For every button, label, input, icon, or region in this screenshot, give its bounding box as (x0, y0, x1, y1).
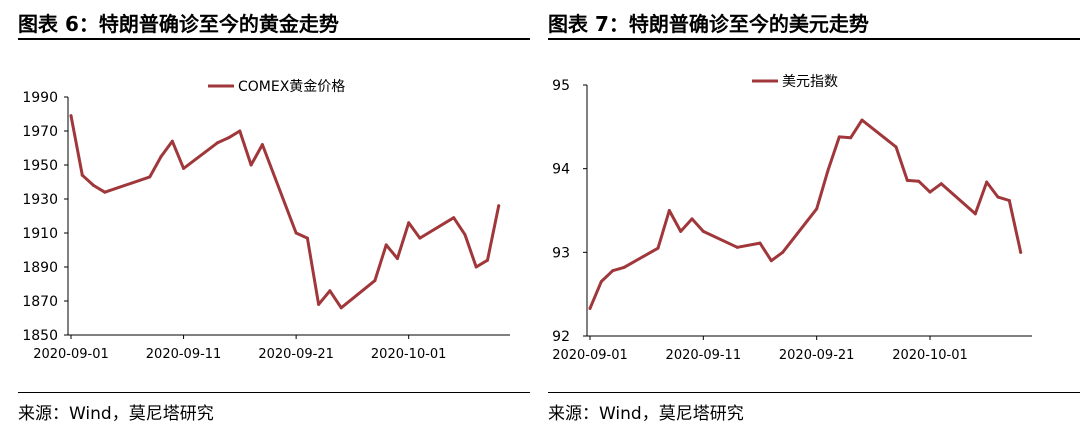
data-point (849, 136, 853, 140)
data-point (860, 118, 864, 122)
figure-title: 图表 6：特朗普确诊至今的黄金走势 (18, 12, 339, 36)
x-tick-label: 2020-09-21 (779, 348, 855, 363)
data-point (622, 265, 626, 269)
figure-title: 图表 7：特朗普确诊至今的美元走势 (548, 12, 869, 36)
data-point (769, 259, 773, 263)
data-point (407, 221, 411, 225)
data-point (260, 143, 264, 147)
x-tick-label: 2020-09-11 (666, 348, 742, 363)
data-point (497, 204, 501, 208)
data-point (826, 168, 830, 172)
data-point (474, 265, 478, 269)
data-point (238, 129, 242, 133)
data-point (667, 209, 671, 212)
y-tick-label: 1910 (22, 226, 58, 242)
y-tick-label: 93 (552, 245, 570, 261)
y-tick-label: 1970 (22, 124, 58, 140)
y-tick-label: 1950 (22, 158, 58, 174)
series-line (69, 114, 501, 310)
data-point (758, 241, 762, 245)
data-point (939, 182, 943, 186)
data-point (815, 207, 819, 211)
source-rule (18, 392, 530, 393)
data-point (182, 166, 186, 170)
usd-index-chart: 95 94 93 92 2020-09-01 2020-09-11 2020-09-21 20… (552, 74, 1032, 363)
data-point (735, 245, 739, 249)
data-point (894, 145, 898, 149)
title-rule (18, 38, 530, 40)
gold-chart-panel: 图表 6：特朗普确诊至今的黄金走势 1990 1970 1950 1930 1910 18… (0, 0, 530, 431)
data-point (159, 155, 163, 158)
y-tick-label: 1990 (22, 90, 58, 106)
x-tick-label: 2020-10-01 (892, 348, 968, 363)
data-point (339, 306, 343, 310)
data-point (928, 190, 932, 194)
data-point (80, 173, 84, 177)
title-rule (548, 38, 1080, 40)
gold-price-chart: 1990 1970 1950 1930 1910 1890 1870 1850 2020-09-… (22, 78, 510, 362)
x-tick-label: 2020-09-11 (146, 347, 222, 362)
data-point (384, 243, 388, 247)
data-point (837, 135, 841, 139)
source-note: 来源：Wind，莫尼塔研究 (18, 404, 214, 424)
x-tick-label: 2020-10-01 (371, 347, 447, 362)
data-point (305, 236, 309, 240)
y-tick-label: 1930 (22, 192, 58, 208)
data-point (656, 246, 660, 250)
data-point (227, 136, 231, 140)
data-point (679, 229, 683, 233)
y-tick-label: 1870 (22, 294, 58, 310)
data-point (996, 195, 1000, 199)
data-point (148, 175, 152, 179)
data-point (249, 163, 253, 167)
data-point (905, 178, 909, 182)
data-point (1007, 198, 1011, 202)
data-point (418, 236, 422, 240)
legend-label: 美元指数 (782, 74, 838, 90)
x-tick-label: 2020-09-01 (552, 348, 628, 363)
y-tick-label: 94 (552, 162, 570, 178)
data-point (599, 280, 603, 284)
data-point (701, 229, 705, 233)
data-point (485, 258, 489, 262)
data-point (294, 231, 298, 235)
source-rule (548, 392, 1080, 393)
y-tick-label: 1890 (22, 260, 58, 276)
usd-chart-panel: 图表 7：特朗普确诊至今的美元走势 95 94 93 92 2020-09-01 2020… (540, 0, 1080, 431)
x-tick-label: 2020-09-01 (33, 347, 109, 362)
data-point (690, 217, 694, 221)
data-point (92, 183, 96, 187)
y-tick-label: 1850 (22, 328, 58, 344)
data-point (328, 289, 332, 293)
data-point (1019, 250, 1023, 254)
legend-label: COMEX黄金价格 (238, 78, 345, 95)
data-point (215, 141, 219, 145)
series-line (588, 118, 1023, 310)
data-point (170, 139, 174, 143)
data-point (463, 233, 467, 237)
data-point (395, 257, 399, 260)
data-point (973, 212, 977, 216)
data-point (452, 216, 456, 220)
data-point (588, 306, 592, 310)
data-point (781, 250, 785, 254)
data-point (917, 179, 921, 183)
x-tick-label: 2020-09-21 (258, 347, 334, 362)
source-note: 来源：Wind，莫尼塔研究 (548, 404, 744, 424)
y-tick-label: 92 (552, 329, 570, 345)
data-point (985, 180, 989, 184)
data-point (611, 269, 615, 273)
data-point (69, 114, 73, 118)
data-point (373, 279, 377, 283)
data-point (103, 190, 107, 194)
y-tick-label: 95 (552, 78, 570, 94)
data-point (317, 302, 321, 306)
